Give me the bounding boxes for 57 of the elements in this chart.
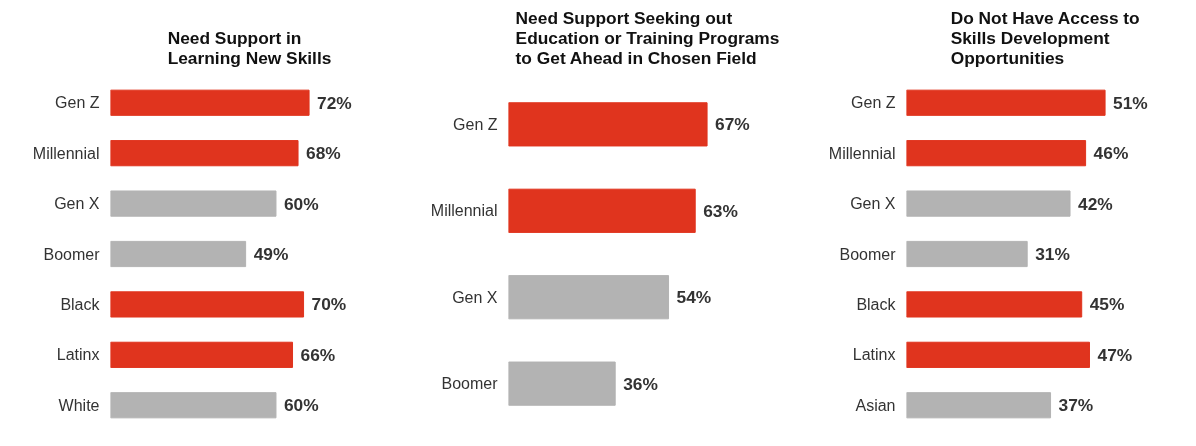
y-tick-label: Black: [60, 295, 101, 313]
chart-title: Need Support in Learning New Skills: [167, 27, 332, 68]
data-label: 49%: [253, 244, 289, 264]
data-label: 36%: [623, 373, 658, 394]
data-label: 63%: [703, 200, 738, 221]
data-label: 66%: [300, 344, 336, 365]
data-label: 72%: [317, 92, 352, 113]
bar: [110, 341, 294, 368]
bar: [110, 89, 310, 116]
bar: [508, 361, 616, 406]
bar: [110, 140, 299, 167]
chart-title: Do Not Have Access to Skills Development Opportunities: [950, 7, 1140, 68]
data-label: 31%: [1035, 244, 1070, 264]
bar: [906, 140, 1087, 167]
y-tick-label: Boomer: [839, 245, 897, 263]
data-label: 60%: [283, 395, 319, 416]
y-tick-label: Gen Z: [851, 94, 896, 112]
data-label: 68%: [306, 143, 341, 164]
data-label: 67%: [715, 114, 750, 135]
bar: [508, 275, 670, 320]
data-label: 51%: [1113, 92, 1148, 113]
bar: [906, 341, 1090, 368]
y-tick-label: Millennial: [828, 144, 896, 162]
bar: [508, 188, 696, 233]
bar: [508, 102, 708, 147]
y-tick-label: Boomer: [441, 375, 499, 393]
bar: [110, 392, 277, 419]
data-label: 46%: [1093, 143, 1129, 164]
data-label: 60%: [283, 193, 319, 214]
data-label: 54%: [676, 287, 712, 308]
y-tick-label: Gen X: [452, 288, 498, 306]
y-tick-label: Gen X: [850, 195, 896, 213]
y-tick-label: Asian: [855, 396, 896, 414]
data-label: 70%: [311, 294, 347, 315]
y-tick-label: Gen Z: [55, 94, 100, 112]
bar: [110, 291, 305, 318]
y-tick-label: White: [58, 396, 100, 414]
bar: [906, 392, 1052, 419]
data-label: 37%: [1058, 395, 1094, 416]
bar: [110, 240, 247, 268]
y-tick-label: Millennial: [430, 202, 498, 220]
data-label: 45%: [1089, 294, 1125, 315]
y-tick-label: Gen Z: [453, 115, 498, 133]
y-tick-label: Millennial: [32, 144, 100, 162]
y-tick-label: Latinx: [56, 346, 100, 364]
y-tick-label: Black: [856, 295, 897, 313]
y-tick-label: Gen X: [54, 195, 100, 213]
bar: [906, 190, 1071, 217]
y-tick-label: Boomer: [43, 245, 101, 263]
bar: [906, 291, 1083, 318]
bar: [906, 240, 1028, 268]
chart-title: Need Support Seeking out Education or Training Programs to Get Ahead in Chosen Field: [515, 7, 780, 68]
y-tick-label: Latinx: [852, 346, 896, 364]
data-label: 47%: [1097, 344, 1133, 365]
bar: [906, 89, 1106, 116]
bar: [110, 190, 277, 217]
data-label: 42%: [1078, 193, 1113, 214]
